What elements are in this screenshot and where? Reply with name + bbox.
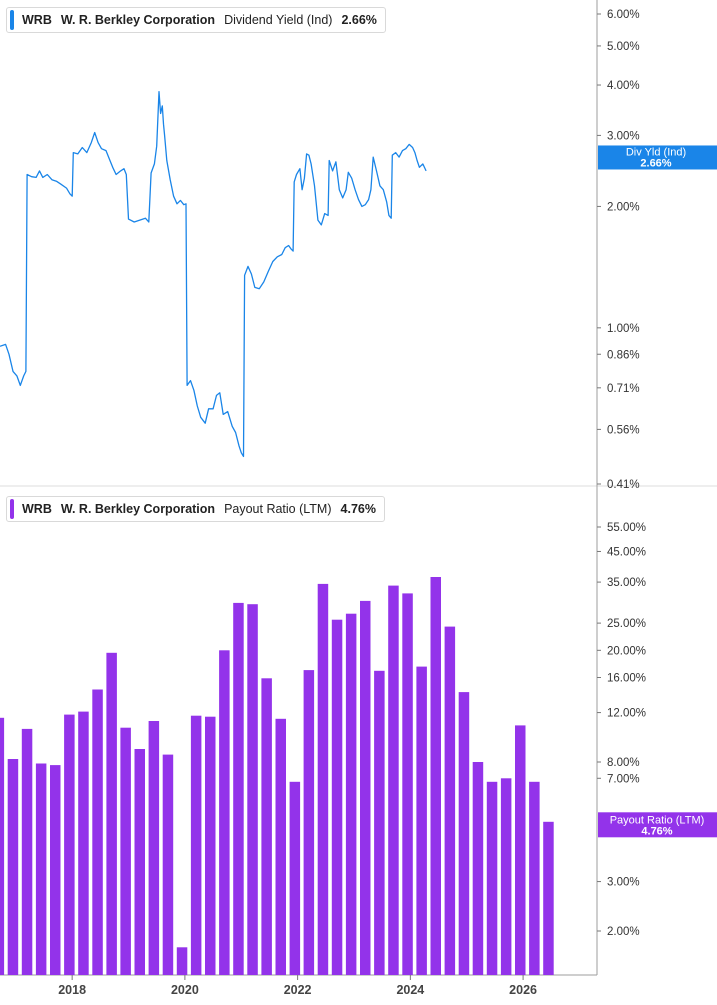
payout-ratio-tick-label: 20.00% [607,645,646,657]
dividend-yield-ticker: WRB [22,13,52,27]
payout-ratio-tick-label: 7.00% [607,773,640,785]
payout-ratio-tick-label: 2.00% [607,926,640,938]
payout-ratio-bar [205,716,216,975]
payout-ratio-bar [148,721,160,975]
payout-ratio-bar [134,749,145,975]
payout-ratio-bar [92,689,103,975]
payout-ratio-flag-value: 4.76% [641,825,672,837]
dividend-yield-tick-label: 0.56% [607,424,640,436]
payout-ratio-tick-label: 35.00% [607,577,646,589]
dividend-yield-tick-label: 5.00% [607,41,640,53]
dividend-yield-tick-label: 3.00% [607,130,640,142]
payout-ratio-company: W. R. Berkley Corporation [60,502,216,516]
payout-ratio-ticker: WRB [22,502,52,516]
dividend-yield-tick-label: 2.00% [607,201,640,213]
payout-ratio-bar [0,717,5,975]
payout-ratio-bar [388,585,399,975]
payout-ratio-bar [402,593,413,975]
payout-ratio-flag [598,812,717,838]
payout-ratio-bar [7,759,19,975]
payout-ratio-bar [162,754,174,975]
payout-ratio-bar [374,670,385,975]
payout-ratio-bar [275,718,286,975]
dividend-yield-tick-label: 0.41% [607,479,640,491]
x-tick-label: 2024 [396,983,424,997]
dividend-yield-tick-label: 0.71% [607,383,640,395]
payout-ratio-bar [106,652,117,975]
dividend-yield-legend[interactable]: WRB W. R. Berkley Corporation Dividend Y… [6,7,386,33]
dividend-yield-flag-label: Div Yld (Ind) [626,146,686,158]
payout-ratio-flag-label: Payout Ratio (LTM) [610,814,705,826]
payout-ratio-bar [331,619,343,975]
payout-ratio-bar [176,947,188,975]
payout-ratio-tick-label: 3.00% [607,877,640,889]
dividend-yield-swatch [10,10,14,30]
payout-ratio-tick-label: 8.00% [607,757,640,769]
payout-ratio-bar [261,678,272,975]
payout-ratio-metric: Payout Ratio (LTM) [224,502,332,516]
dividend-yield-tick-label: 6.00% [607,9,640,21]
payout-ratio-bar [289,781,301,975]
payout-ratio-legend[interactable]: WRB W. R. Berkley Corporation Payout Rat… [6,496,385,522]
payout-ratio-bar [303,670,315,975]
payout-ratio-swatch [10,499,14,519]
payout-ratio-bar [120,727,131,975]
payout-ratio-tick-label: 55.00% [607,522,646,534]
dividend-yield-company: W. R. Berkley Corporation [60,13,216,27]
dividend-yield-value: 2.66% [341,13,377,27]
payout-ratio-bar [317,583,329,975]
payout-ratio-bar [458,692,470,975]
payout-ratio-bar [472,762,484,975]
payout-ratio-bar [64,714,75,975]
dividend-yield-tick-label: 4.00% [607,80,640,92]
payout-ratio-bar [21,728,33,975]
payout-ratio-tick-label: 12.00% [607,708,646,720]
payout-ratio-bar [233,602,244,975]
payout-ratio-value: 4.76% [340,502,376,516]
payout-ratio-tick-label: 16.00% [607,673,646,685]
dividend-yield-tick-label: 1.00% [607,323,640,335]
payout-ratio-tick-label: 25.00% [607,618,646,630]
x-tick-label: 2020 [171,983,199,997]
payout-ratio-bar [78,711,89,975]
dividend-yield-metric: Dividend Yield (Ind) [224,13,333,27]
x-tick-label: 2018 [58,983,86,997]
payout-ratio-bar [543,821,554,975]
x-tick-label: 2026 [509,983,537,997]
payout-ratio-bar [416,666,427,975]
payout-ratio-bar [50,765,61,975]
dividend-yield-flag-value: 2.66% [640,157,671,169]
payout-ratio-bar [430,577,441,975]
payout-ratio-bar [444,626,456,975]
payout-ratio-bar [529,781,540,975]
x-tick-label: 2022 [284,983,312,997]
payout-ratio-bar [247,604,258,975]
payout-ratio-bar [500,778,512,975]
payout-ratio-bar [515,725,526,975]
payout-ratio-bar [219,650,230,975]
payout-ratio-bar [190,715,202,975]
dividend-yield-tick-label: 0.86% [607,349,640,361]
payout-ratio-bar [345,613,357,975]
dividend-yield-flag [598,145,717,170]
payout-ratio-bar [35,763,47,975]
payout-ratio-bar [360,600,371,975]
payout-ratio-bar [486,781,498,975]
dividend-yield-line [0,91,427,458]
payout-ratio-tick-label: 45.00% [607,546,646,558]
